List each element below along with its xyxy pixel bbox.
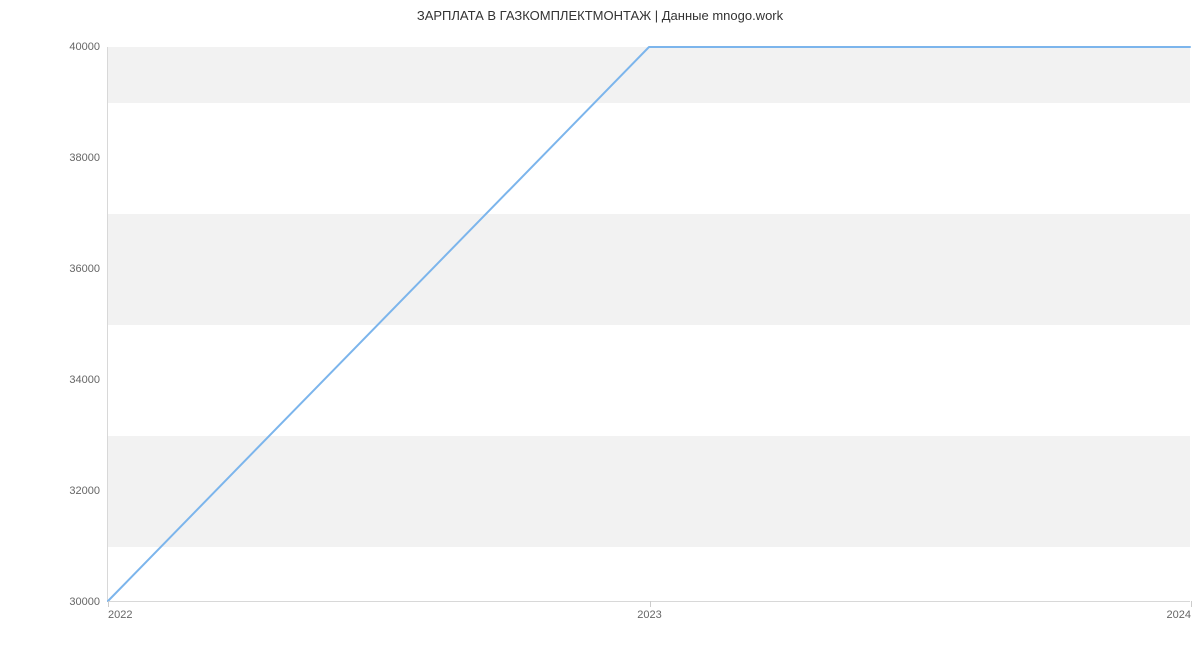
y-axis-tick-label: 32000 [69,485,100,497]
x-axis-tick [650,601,651,607]
y-axis-tick-label: 30000 [69,596,100,608]
line-series [108,47,1190,601]
x-axis-tick-label: 2024 [1167,609,1191,621]
plot-area: 3000032000340003600038000400002022202320… [107,47,1190,602]
line-series-layer [108,47,1190,601]
y-axis-tick-label: 36000 [69,263,100,275]
chart-title: ЗАРПЛАТА В ГАЗКОМПЛЕКТМОНТАЖ | Данные mn… [0,8,1200,23]
y-axis-tick-label: 38000 [69,152,100,164]
y-axis-tick-label: 40000 [69,41,100,53]
y-axis-tick-label: 34000 [69,374,100,386]
salary-chart: ЗАРПЛАТА В ГАЗКОМПЛЕКТМОНТАЖ | Данные mn… [0,0,1200,650]
x-axis-tick [1191,601,1192,607]
x-axis-tick-label: 2022 [108,609,132,621]
x-axis-tick [108,601,109,607]
x-axis-tick-label: 2023 [637,609,661,621]
